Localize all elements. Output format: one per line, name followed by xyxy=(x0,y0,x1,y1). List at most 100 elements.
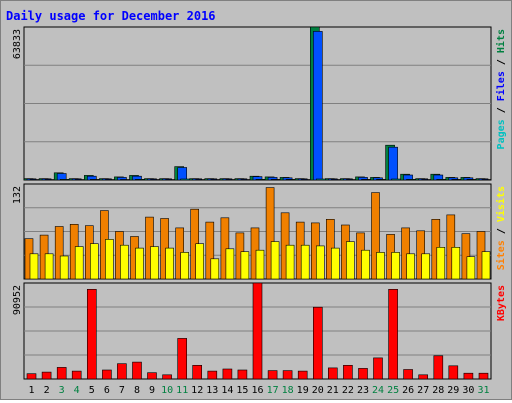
x-tick-label-14: 14 xyxy=(221,385,233,396)
visits-bar-sites-23 xyxy=(361,249,370,280)
kbytes-bar-kbytes-26 xyxy=(403,369,413,380)
hits-bar-pages-13 xyxy=(210,179,221,181)
x-tick-label-21: 21 xyxy=(327,385,339,396)
x-tick-label-20: 20 xyxy=(312,385,324,396)
visits-bar-sites-6 xyxy=(105,239,114,280)
x-tick-label-24: 24 xyxy=(372,385,384,396)
hits-bar-pages-25 xyxy=(391,178,401,181)
x-tick-label-26: 26 xyxy=(402,385,414,396)
hits-bar-pages-23 xyxy=(361,179,371,181)
hits-bar-files-25 xyxy=(388,146,398,181)
x-tick-label-19: 19 xyxy=(297,385,309,396)
hits-bar-pages-19 xyxy=(300,179,311,181)
x-tick-label-10: 10 xyxy=(161,385,173,396)
x-tick-label-25: 25 xyxy=(387,385,399,396)
kbytes-bar-kbytes-24 xyxy=(373,357,383,380)
hits-bar-pages-14 xyxy=(225,179,236,181)
visits-bar-sites-20 xyxy=(315,245,325,280)
kbytes-bar-kbytes-17 xyxy=(267,370,278,380)
kbytes-bar-kbytes-25 xyxy=(388,288,398,380)
visits-bar-sites-3 xyxy=(59,255,69,280)
visits-bar-sites-5 xyxy=(90,243,99,280)
x-tick-label-11: 11 xyxy=(176,385,188,396)
visits-bar-sites-11 xyxy=(180,252,189,280)
visits-bar-sites-21 xyxy=(330,247,340,280)
hits-bar-pages-18 xyxy=(285,179,296,181)
visits-bar-sites-31 xyxy=(481,251,491,280)
x-tick-label-22: 22 xyxy=(342,385,354,396)
hits-bar-pages-11 xyxy=(180,178,190,181)
hits-legend-part-1: / xyxy=(496,101,507,119)
x-tick-label-8: 8 xyxy=(134,385,140,396)
hits-ymax-label: 63833 xyxy=(12,29,23,59)
x-tick-label-13: 13 xyxy=(206,385,218,396)
visits-bar-sites-7 xyxy=(120,244,129,280)
hits-bar-pages-26 xyxy=(406,179,416,181)
visits-ymax-label: 132 xyxy=(12,186,23,204)
hits-bar-pages-27 xyxy=(421,179,432,181)
kbytes-bar-kbytes-31 xyxy=(478,372,489,380)
kbytes-bar-kbytes-3 xyxy=(56,367,67,380)
x-tick-label-27: 27 xyxy=(417,385,429,396)
visits-bar-visits-17 xyxy=(265,187,275,280)
kbytes-bar-kbytes-22 xyxy=(343,364,353,380)
hits-bar-pages-30 xyxy=(466,179,477,181)
x-tick-label-18: 18 xyxy=(282,385,294,396)
kbytes-bar-kbytes-18 xyxy=(282,370,293,380)
kbytes-legend-part-0: KBytes xyxy=(496,285,507,321)
hits-bar-pages-24 xyxy=(376,179,386,181)
hits-bar-pages-4 xyxy=(74,179,85,181)
kbytes-bar-kbytes-13 xyxy=(207,370,218,380)
hits-bar-pages-1 xyxy=(29,179,40,181)
visits-legend: Sites / Visits xyxy=(495,186,507,270)
visits-bar-sites-22 xyxy=(346,241,355,280)
visits-legend-part-2: Visits xyxy=(495,186,507,222)
hits-bar-pages-12 xyxy=(195,179,205,181)
x-tick-label-17: 17 xyxy=(267,385,279,396)
visits-bar-sites-18 xyxy=(285,244,295,280)
kbytes-bar-kbytes-19 xyxy=(297,370,308,380)
x-tick-label-5: 5 xyxy=(89,385,95,396)
x-tick-label-9: 9 xyxy=(149,385,155,396)
x-tick-label-4: 4 xyxy=(74,385,80,396)
kbytes-legend: KBytes xyxy=(496,285,507,321)
kbytes-bar-kbytes-21 xyxy=(327,367,338,380)
hits-bar-pages-29 xyxy=(451,179,462,181)
kbytes-bar-kbytes-30 xyxy=(463,372,474,380)
x-tick-label-7: 7 xyxy=(119,385,125,396)
hits-bar-pages-9 xyxy=(150,179,160,181)
visits-bar-sites-24 xyxy=(376,252,385,280)
visits-bar-sites-9 xyxy=(150,246,159,280)
visits-bar-sites-13 xyxy=(210,258,220,280)
visits-bar-sites-12 xyxy=(195,243,204,280)
visits-bar-sites-1 xyxy=(29,253,39,280)
x-tick-label-31: 31 xyxy=(477,385,489,396)
visits-bar-sites-27 xyxy=(421,253,431,280)
kbytes-bar-kbytes-2 xyxy=(41,371,52,380)
hits-bar-pages-31 xyxy=(481,179,492,181)
visits-bar-visits-14 xyxy=(220,217,230,280)
x-tick-label-3: 3 xyxy=(59,385,65,396)
hits-legend-part-2: Files xyxy=(495,71,507,101)
visits-bar-sites-26 xyxy=(406,253,415,280)
kbytes-bar-kbytes-20 xyxy=(312,306,323,380)
visits-bar-sites-17 xyxy=(270,241,280,280)
kbytes-bar-kbytes-29 xyxy=(448,365,459,380)
visits-bar-sites-15 xyxy=(240,251,250,280)
kbytes-bar-kbytes-27 xyxy=(418,374,429,380)
hits-bar-pages-21 xyxy=(330,179,341,181)
x-tick-label-1: 1 xyxy=(28,385,34,396)
kbytes-bar-kbytes-16 xyxy=(252,282,263,380)
x-tick-label-28: 28 xyxy=(432,385,444,396)
hits-bar-pages-6 xyxy=(105,179,115,181)
hits-legend: Pages / Files / Hits xyxy=(495,29,507,149)
hits-bar-pages-5 xyxy=(90,179,100,181)
visits-bar-visits-26 xyxy=(401,227,410,280)
visits-bar-visits-30 xyxy=(461,233,471,280)
kbytes-bar-kbytes-8 xyxy=(132,361,142,380)
hits-bar-pages-16 xyxy=(255,179,266,181)
visits-bar-sites-19 xyxy=(300,244,310,280)
chart-title: Daily usage for December 2016 xyxy=(6,9,216,23)
